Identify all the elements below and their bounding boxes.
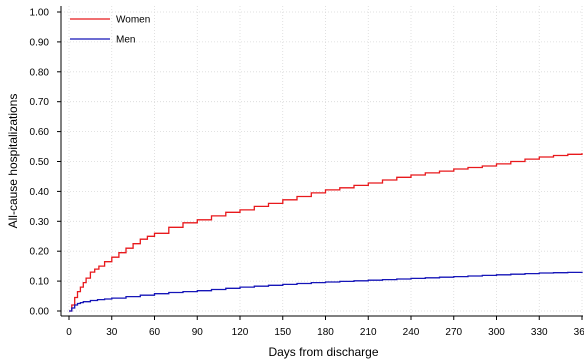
legend-label-women: Women: [116, 15, 150, 26]
y-tick-label: 0.00: [30, 307, 50, 318]
x-tick-label: 0: [66, 327, 72, 338]
x-tick-label: 180: [317, 327, 334, 338]
x-tick-label: 150: [274, 327, 291, 338]
y-axis-title: All-cause hospitalizations: [6, 94, 20, 229]
x-axis-title: Days from discharge: [268, 345, 378, 359]
x-tick-label: 330: [531, 327, 548, 338]
y-tick-label: 0.40: [30, 187, 50, 198]
y-tick-label: 0.10: [30, 277, 50, 288]
x-tick-label: 60: [149, 327, 161, 338]
x-tick-label: 90: [192, 327, 204, 338]
x-tick-label: 30: [106, 327, 118, 338]
legend-label-men: Men: [116, 35, 135, 46]
x-tick-label: 270: [445, 327, 462, 338]
ticks: 0.00 0.10 0.20 0.30 0.40 0.50 0.60 0.70 0.80 0.90…: [30, 8, 584, 339]
legend: Women Men: [70, 15, 150, 46]
y-tick-label: 0.60: [30, 127, 50, 138]
y-tick-label: 0.90: [30, 37, 50, 48]
y-tick-label: 1.00: [30, 8, 50, 19]
x-tick-label: 300: [488, 327, 505, 338]
series-line-men: [69, 271, 583, 312]
series-layer: [69, 153, 583, 312]
x-tick-label: 240: [403, 327, 420, 338]
x-tick-label: 120: [232, 327, 249, 338]
y-tick-label: 0.50: [30, 157, 50, 168]
y-tick-label: 0.70: [30, 97, 50, 108]
x-tick-label: 360: [574, 327, 584, 338]
grid: [61, 6, 583, 316]
series-line-women: [69, 153, 583, 312]
x-tick-label: 210: [360, 327, 377, 338]
y-tick-label: 0.30: [30, 217, 50, 228]
y-tick-label: 0.80: [30, 67, 50, 78]
y-tick-label: 0.20: [30, 247, 50, 258]
